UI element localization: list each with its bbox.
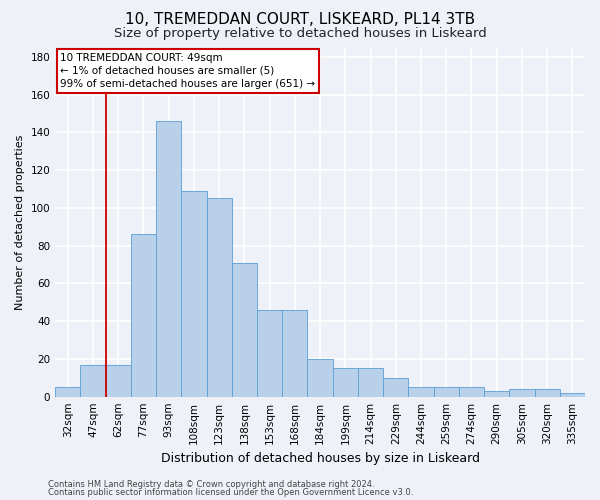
Bar bbox=[282, 310, 307, 396]
Bar bbox=[80, 364, 106, 396]
Bar bbox=[509, 389, 535, 396]
Bar bbox=[459, 387, 484, 396]
Bar bbox=[535, 389, 560, 396]
Text: Size of property relative to detached houses in Liskeard: Size of property relative to detached ho… bbox=[113, 28, 487, 40]
Bar bbox=[484, 391, 509, 396]
Bar bbox=[332, 368, 358, 396]
Bar bbox=[307, 359, 332, 397]
Bar bbox=[181, 191, 206, 396]
Text: 10 TREMEDDAN COURT: 49sqm
← 1% of detached houses are smaller (5)
99% of semi-de: 10 TREMEDDAN COURT: 49sqm ← 1% of detach… bbox=[61, 52, 316, 89]
Bar bbox=[257, 310, 282, 396]
Bar bbox=[383, 378, 409, 396]
Bar bbox=[560, 393, 585, 396]
Bar bbox=[206, 198, 232, 396]
Bar bbox=[409, 387, 434, 396]
Bar bbox=[156, 121, 181, 396]
Y-axis label: Number of detached properties: Number of detached properties bbox=[15, 134, 25, 310]
Bar bbox=[232, 262, 257, 396]
Text: Contains public sector information licensed under the Open Government Licence v3: Contains public sector information licen… bbox=[48, 488, 413, 497]
Bar bbox=[358, 368, 383, 396]
Bar bbox=[131, 234, 156, 396]
Bar bbox=[106, 364, 131, 396]
Bar bbox=[434, 387, 459, 396]
Text: Contains HM Land Registry data © Crown copyright and database right 2024.: Contains HM Land Registry data © Crown c… bbox=[48, 480, 374, 489]
Text: 10, TREMEDDAN COURT, LISKEARD, PL14 3TB: 10, TREMEDDAN COURT, LISKEARD, PL14 3TB bbox=[125, 12, 475, 28]
Bar bbox=[55, 387, 80, 396]
X-axis label: Distribution of detached houses by size in Liskeard: Distribution of detached houses by size … bbox=[161, 452, 479, 465]
